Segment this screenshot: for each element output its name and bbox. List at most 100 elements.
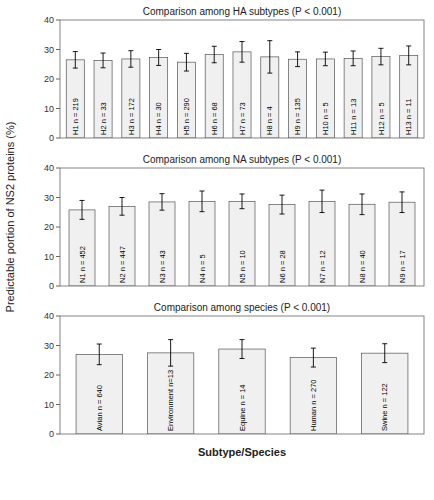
error-cap bbox=[360, 214, 365, 215]
category-label: H10 n = 5 bbox=[321, 102, 330, 135]
error-bar bbox=[406, 46, 411, 65]
error-cap bbox=[382, 362, 387, 363]
error-cap bbox=[351, 50, 356, 51]
y-tick bbox=[56, 49, 60, 50]
error-bar bbox=[295, 52, 300, 67]
error-line bbox=[408, 46, 409, 65]
error-line bbox=[353, 51, 354, 66]
bar bbox=[400, 55, 418, 138]
bar bbox=[233, 52, 251, 138]
error-cap bbox=[212, 62, 217, 63]
title: Comparison among NA subtypes (P < 0.001) bbox=[143, 154, 342, 165]
category-label: H1 n = 219 bbox=[71, 98, 80, 135]
error-cap bbox=[120, 215, 125, 216]
error-bar bbox=[156, 50, 161, 66]
category-label: Avian n = 640 bbox=[95, 385, 104, 431]
error-line bbox=[322, 190, 323, 212]
error-cap bbox=[351, 65, 356, 66]
marks bbox=[66, 41, 417, 138]
category-label: N5 n = 10 bbox=[238, 250, 247, 283]
error-cap bbox=[101, 53, 106, 54]
error-cap bbox=[200, 211, 205, 212]
error-cap bbox=[120, 197, 125, 198]
bar bbox=[389, 202, 415, 286]
error-cap bbox=[360, 193, 365, 194]
error-line bbox=[242, 194, 243, 209]
bar bbox=[177, 62, 195, 138]
error-line bbox=[313, 348, 314, 367]
error-cap bbox=[160, 193, 165, 194]
category-label: Environment n=13 bbox=[166, 370, 175, 431]
marks bbox=[69, 190, 415, 286]
category-label: Swine n = 122 bbox=[380, 383, 389, 431]
category-label: N6 n = 28 bbox=[278, 250, 287, 283]
category-label: N8 n = 40 bbox=[358, 250, 367, 283]
error-cap bbox=[378, 48, 383, 49]
error-bar bbox=[240, 194, 245, 209]
error-line bbox=[214, 46, 215, 63]
y-axis-label: Predictable portion of NS2 proteins (%) bbox=[4, 122, 16, 313]
error-cap bbox=[240, 358, 245, 359]
error-bar bbox=[320, 190, 325, 212]
y-tick-label: 10 bbox=[44, 104, 54, 114]
error-line bbox=[380, 48, 381, 65]
panel: 010203040N1 n = 452N2 n = 447N3 n = 43N4… bbox=[4, 122, 424, 313]
chart: 010203040H1 n = 219H2 n = 33H3 n = 172H4… bbox=[0, 0, 434, 500]
y-tick bbox=[56, 404, 60, 405]
error-cap bbox=[267, 73, 272, 74]
y-tick bbox=[56, 256, 60, 257]
error-cap bbox=[73, 51, 78, 52]
error-cap bbox=[97, 344, 102, 345]
error-line bbox=[202, 191, 203, 212]
y-tick-label: 0 bbox=[49, 429, 54, 439]
error-line bbox=[297, 52, 298, 67]
bar bbox=[344, 58, 362, 138]
plot-frame bbox=[60, 168, 424, 286]
bar bbox=[362, 353, 408, 434]
y-tick bbox=[56, 168, 60, 169]
error-bar bbox=[101, 53, 106, 68]
error-cap bbox=[311, 348, 316, 349]
category-label: H12 n = 5 bbox=[377, 102, 386, 135]
bar bbox=[69, 210, 95, 286]
error-cap bbox=[240, 339, 245, 340]
error-cap bbox=[73, 68, 78, 69]
error-cap bbox=[184, 71, 189, 72]
error-bar bbox=[267, 41, 272, 73]
bar bbox=[109, 206, 135, 286]
error-cap bbox=[280, 214, 285, 215]
plot-frame bbox=[60, 20, 424, 138]
error-cap bbox=[128, 50, 133, 51]
error-bar bbox=[184, 53, 189, 71]
error-cap bbox=[280, 195, 285, 196]
error-line bbox=[282, 195, 283, 214]
category-label: H5 n = 290 bbox=[182, 98, 191, 135]
category-label: H8 n = 4 bbox=[265, 106, 274, 135]
bar bbox=[290, 358, 336, 434]
bar bbox=[309, 201, 335, 286]
error-line bbox=[103, 53, 104, 68]
y-tick-label: 0 bbox=[49, 281, 54, 291]
error-cap bbox=[212, 46, 217, 47]
bar bbox=[189, 201, 215, 286]
error-bar bbox=[240, 340, 245, 359]
error-cap bbox=[267, 40, 272, 41]
title: Comparison among species (P < 0.001) bbox=[154, 302, 330, 313]
category-label: H9 n = 135 bbox=[293, 98, 302, 135]
bar bbox=[205, 55, 223, 138]
y-tick bbox=[56, 227, 60, 228]
error-cap bbox=[156, 49, 161, 50]
error-cap bbox=[320, 190, 325, 191]
category-label: H13 n = 11 bbox=[404, 99, 413, 135]
title: Comparison among HA subtypes (P < 0.001) bbox=[143, 6, 342, 17]
y-tick bbox=[56, 79, 60, 80]
panel: 010203040Avian n = 640Environment n=13Eq… bbox=[44, 302, 424, 458]
y-tick bbox=[56, 316, 60, 317]
error-cap bbox=[406, 64, 411, 65]
error-line bbox=[402, 192, 403, 213]
category-label: N1 n = 452 bbox=[78, 246, 87, 283]
error-line bbox=[242, 340, 243, 359]
y-tick-label: 20 bbox=[44, 222, 54, 232]
bar bbox=[219, 349, 265, 434]
y-tick-label: 10 bbox=[44, 252, 54, 262]
